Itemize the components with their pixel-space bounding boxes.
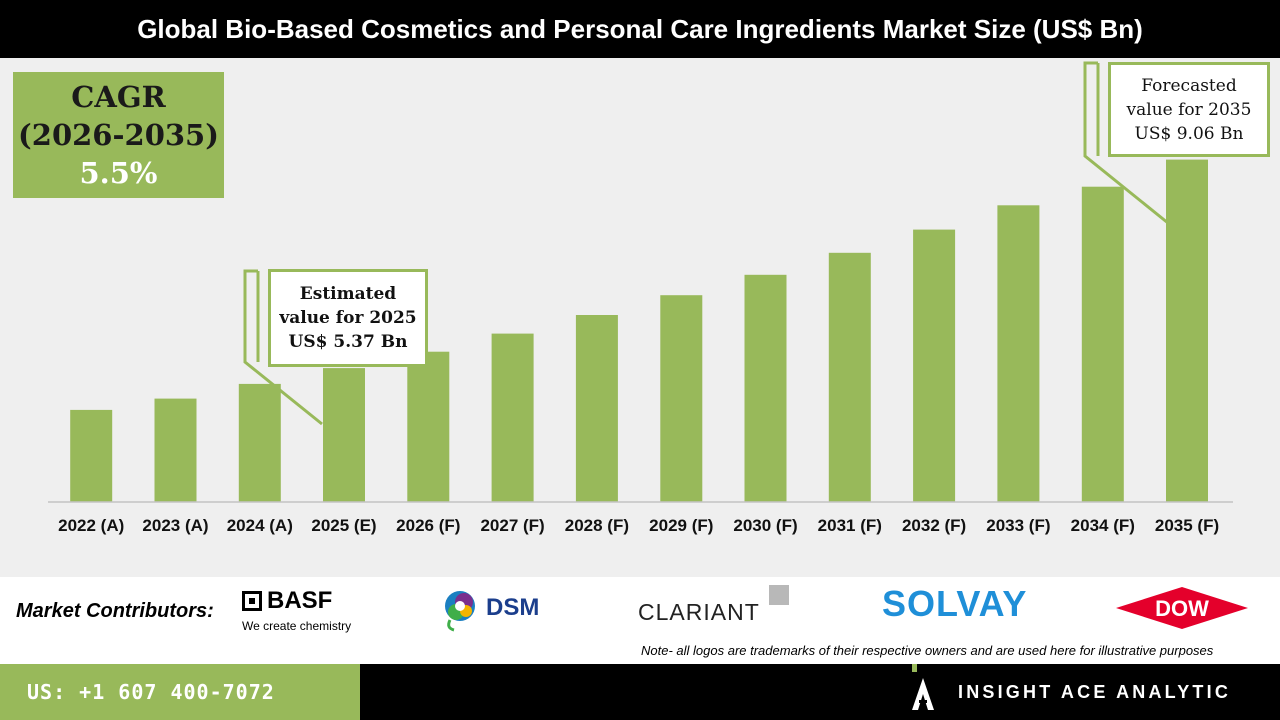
x-tick-label: 2022 (A) bbox=[58, 516, 124, 535]
bar-2029-f bbox=[660, 295, 703, 502]
footer-accent-mark bbox=[912, 664, 917, 672]
basf-square-icon bbox=[242, 591, 262, 611]
brand-name: INSIGHT ACE ANALYTIC bbox=[958, 682, 1232, 702]
callout-2025-connector bbox=[243, 269, 323, 426]
clariant-square-icon bbox=[769, 585, 789, 605]
basf-tagline: We create chemistry bbox=[242, 619, 352, 633]
x-tick-label: 2027 (F) bbox=[480, 516, 544, 535]
x-tick-label: 2033 (F) bbox=[986, 516, 1050, 535]
callout-2025-value: US$ 5.37 Bn bbox=[288, 332, 408, 352]
clariant-logo: CLARIANT bbox=[638, 585, 798, 625]
dsm-logo: DSM bbox=[442, 582, 562, 634]
bar-2022-a bbox=[70, 409, 113, 502]
dow-diamond-icon: DOW bbox=[1116, 587, 1248, 629]
callout-2025-line1: Estimated bbox=[299, 284, 397, 304]
bar-2034-f bbox=[1081, 186, 1124, 502]
x-tick-label: 2023 (A) bbox=[142, 516, 208, 535]
clariant-name: CLARIANT bbox=[638, 599, 760, 625]
cagr-box: CAGR (2026-2035) 5.5% bbox=[13, 72, 224, 198]
x-tick-label: 2029 (F) bbox=[649, 516, 713, 535]
footer-brand-bar bbox=[360, 664, 1280, 720]
x-tick-label: 2028 (F) bbox=[565, 516, 629, 535]
estimated-value-callout: Estimated value for 2025 US$ 5.37 Bn bbox=[268, 269, 428, 367]
market-contributors-label: Market Contributors: bbox=[16, 600, 214, 622]
basf-name: BASF bbox=[267, 587, 333, 614]
callout-2035-line1: Forecasted bbox=[1141, 75, 1237, 96]
callout-2025-line2: value for 2025 bbox=[279, 308, 417, 328]
callout-2035-line2: value for 2035 bbox=[1126, 99, 1252, 120]
bar-2030-f bbox=[744, 274, 787, 502]
cagr-value: 5.5% bbox=[79, 156, 158, 190]
chart-area: 2022 (A) 2023 (A) 2024 (A) 2025 (E) 2026 (F)… bbox=[0, 58, 1280, 577]
bar-2024-a bbox=[238, 383, 281, 502]
dow-logo: DOW bbox=[1112, 585, 1252, 631]
dsm-swirl-icon bbox=[445, 591, 475, 632]
x-tick-labels: 2022 (A) 2023 (A) 2024 (A) 2025 (E) 2026 (F)… bbox=[58, 516, 1219, 535]
chart-title: Global Bio-Based Cosmetics and Personal … bbox=[0, 0, 1280, 58]
insight-ace-logo-icon bbox=[912, 678, 934, 710]
market-contributors-section: Market Contributors: BASF We create chem… bbox=[0, 577, 1280, 664]
x-tick-label: 2030 (F) bbox=[733, 516, 797, 535]
logo-trademark-note: Note- all logos are trademarks of their … bbox=[641, 643, 1214, 658]
bar-chart: 2022 (A) 2023 (A) 2024 (A) 2025 (E) 2026 (F)… bbox=[48, 61, 1233, 535]
bar-2032-f bbox=[913, 229, 956, 502]
x-tick-label: 2031 (F) bbox=[818, 516, 882, 535]
forecasted-value-callout: Forecasted value for 2035 US$ 9.06 Bn bbox=[1108, 62, 1270, 157]
x-tick-label: 2025 (E) bbox=[311, 516, 376, 535]
bar-2035-f bbox=[1166, 159, 1208, 502]
x-tick-label: 2026 (F) bbox=[396, 516, 460, 535]
callout-connectors bbox=[243, 61, 1169, 426]
cagr-label: CAGR bbox=[71, 80, 166, 114]
x-tick-label: 2024 (A) bbox=[227, 516, 293, 535]
bar-2023-a bbox=[154, 398, 197, 502]
dow-name: DOW bbox=[1155, 596, 1209, 621]
cagr-period: (2026-2035) bbox=[18, 118, 219, 152]
bar-2025-e bbox=[323, 368, 365, 502]
bar-2028-f bbox=[575, 315, 618, 502]
x-tick-label: 2035 (F) bbox=[1155, 516, 1219, 535]
bars bbox=[70, 159, 1208, 503]
callout-2035-connector bbox=[1083, 61, 1169, 225]
dsm-name: DSM bbox=[486, 594, 540, 621]
x-tick-label: 2032 (F) bbox=[902, 516, 966, 535]
bar-2027-f bbox=[491, 333, 534, 502]
bar-2033-f bbox=[997, 205, 1040, 503]
basf-logo: BASF We create chemistry bbox=[242, 587, 372, 633]
x-tick-label: 2034 (F) bbox=[1071, 516, 1135, 535]
bar-2026-f bbox=[407, 351, 450, 502]
bar-2031-f bbox=[828, 252, 871, 502]
solvay-logo: SOLVAY bbox=[882, 583, 1028, 624]
callout-2035-value: US$ 9.06 Bn bbox=[1134, 123, 1244, 144]
contact-phone[interactable]: US: +1 607 400-7072 bbox=[0, 664, 360, 720]
